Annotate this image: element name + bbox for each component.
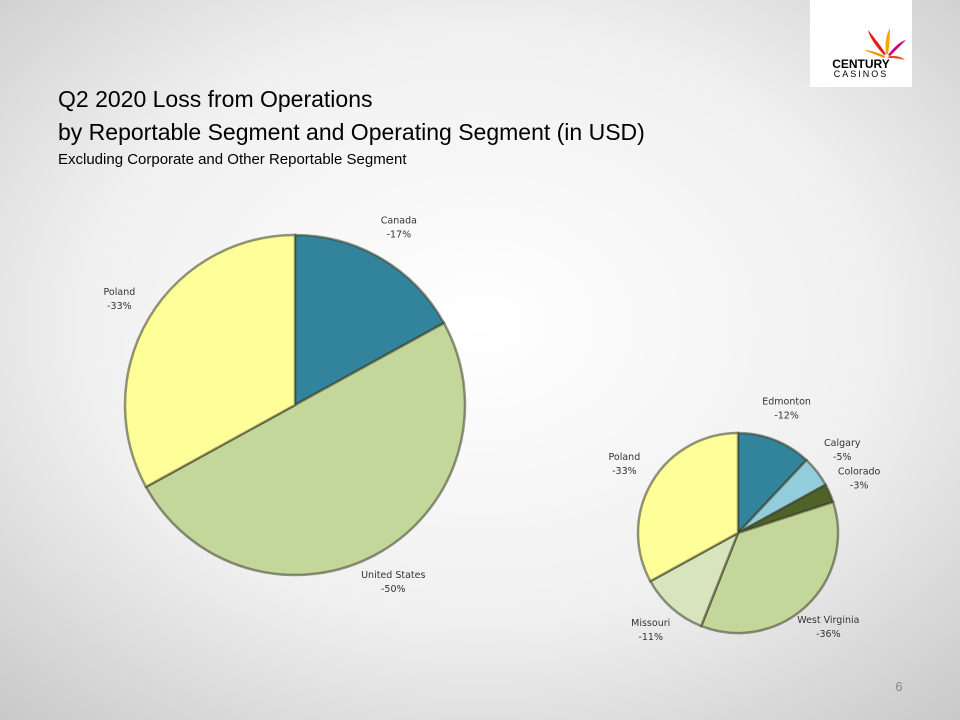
pie-slice [293, 233, 446, 408]
slice-value-label: -5% [833, 452, 852, 463]
logo-name: CENTURY [832, 57, 890, 71]
slice-value-label: -33% [612, 466, 637, 477]
logo: CENTURY CASINOS [810, 0, 912, 87]
subtitle: Excluding Corporate and Other Reportable… [58, 151, 407, 168]
page-number: 6 [895, 679, 902, 694]
pie-slice [123, 233, 297, 489]
slice-value-label: -50% [381, 584, 406, 595]
slice-category-label: Poland [609, 452, 641, 463]
pie-slice [699, 500, 840, 635]
slice-category-label: Calgary [824, 438, 861, 449]
slice-category-label: Edmonton [762, 396, 811, 407]
slice-value-label: -33% [107, 301, 132, 312]
slice-value-label: -17% [387, 229, 412, 240]
pie-slice [144, 321, 467, 577]
pie-chart: Edmonton -12% Calgary -5% Colorado -3% West Vi… [609, 396, 881, 643]
slice-category-label: Colorado [838, 467, 881, 478]
slice-category-label: United States [361, 570, 425, 581]
pie-chart: Canada -17% United States -50% Poland -33% [104, 215, 467, 595]
slice-value-label: -12% [774, 410, 799, 421]
slice-category-label: Missouri [631, 618, 670, 629]
title-line: Q2 2020 Loss from Operations [58, 86, 373, 112]
slice-category-label: Canada [381, 215, 417, 226]
title-line: by Reportable Segment and Operating Segm… [58, 119, 645, 145]
slice-value-label: -11% [638, 632, 663, 643]
slice-value-label: -3% [850, 481, 869, 492]
slice-value-label: -36% [816, 629, 841, 640]
slice-category-label: Poland [104, 287, 136, 298]
logo-tagline: CASINOS [834, 69, 889, 79]
pie-slice [636, 431, 740, 583]
slice-category-label: West Virginia [797, 615, 859, 626]
pie-slice [736, 431, 809, 537]
pie-slice [648, 530, 741, 628]
